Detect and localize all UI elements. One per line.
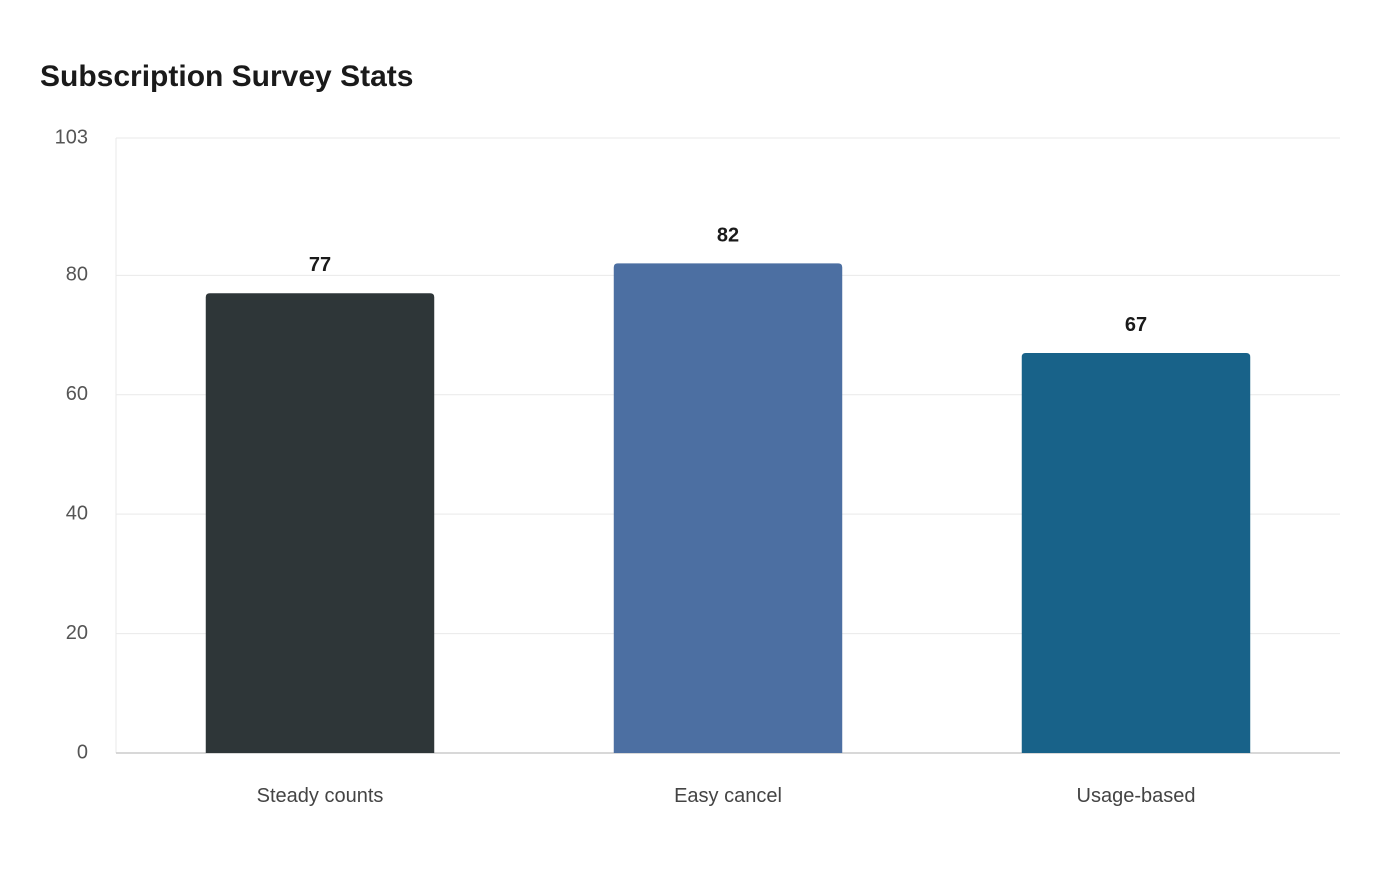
y-tick-label: 40 [66, 502, 88, 524]
bar-value-label: 82 [717, 224, 739, 246]
labels: 0 20 40 60 80 103 77 Steady counts 82 Easy cancel… [55, 126, 1196, 807]
bar-easy-cancel [613, 263, 843, 753]
y-tick-label: 60 [66, 383, 88, 405]
x-tick-label: Easy cancel [674, 785, 782, 807]
bar-usage-based [1021, 352, 1251, 753]
chart-title: Subscription Survey Stats [40, 60, 414, 93]
y-tick-label: 80 [66, 264, 88, 286]
x-tick-label: Steady counts [257, 785, 384, 807]
x-tick-label: Usage-based [1077, 785, 1196, 807]
bar-steady-counts [205, 293, 435, 753]
y-tick-label: 0 [77, 741, 88, 763]
y-tick-label: 103 [55, 126, 88, 148]
bar-value-label: 67 [1125, 314, 1147, 336]
bars [205, 263, 1251, 753]
bar-value-label: 77 [309, 254, 331, 276]
y-tick-label: 20 [66, 622, 88, 644]
